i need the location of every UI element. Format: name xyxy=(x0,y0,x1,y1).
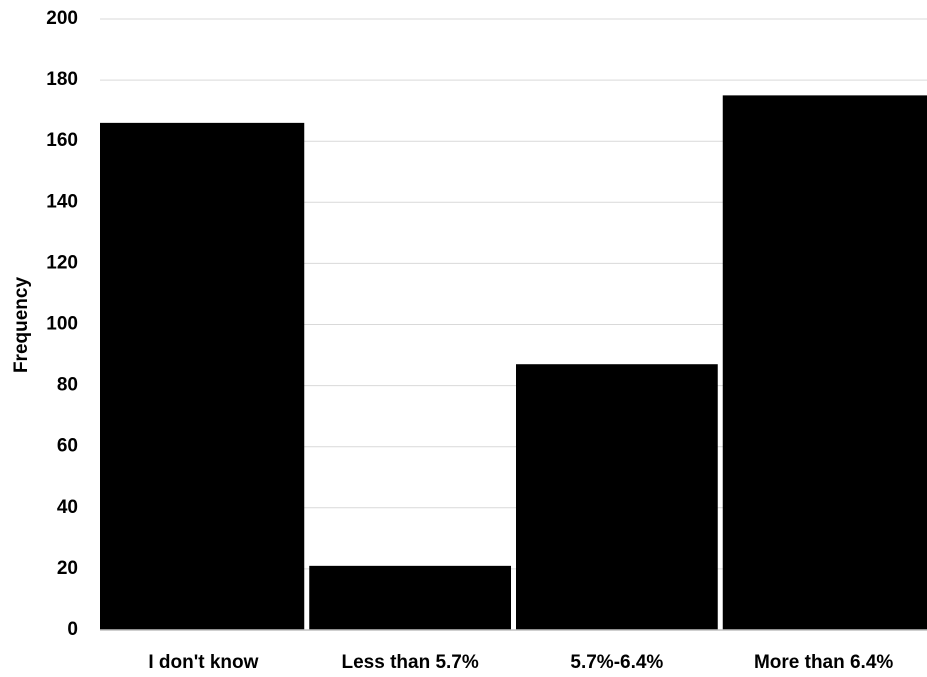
y-tick-label: 140 xyxy=(46,191,78,212)
bar xyxy=(516,364,718,630)
y-tick-label: 120 xyxy=(46,252,78,273)
y-tick-label: 20 xyxy=(57,558,78,579)
bar xyxy=(722,95,927,630)
bar xyxy=(309,565,511,630)
y-tick-label: 0 xyxy=(67,619,78,640)
x-axis-tick-labels: I don't know Less than 5.7% 5.7%-6.4% More … xyxy=(148,652,893,673)
bars xyxy=(100,95,927,631)
x-tick-label: More than 6.4% xyxy=(754,652,893,673)
y-tick-label: 200 xyxy=(46,8,78,29)
y-tick-label: 180 xyxy=(46,69,78,90)
y-tick-label: 80 xyxy=(57,375,78,396)
y-tick-label: 60 xyxy=(57,436,78,457)
y-tick-label: 100 xyxy=(46,314,78,335)
x-tick-label: Less than 5.7% xyxy=(341,652,478,673)
x-tick-label: I don't know xyxy=(148,652,258,673)
y-tick-label: 40 xyxy=(57,497,78,518)
y-axis-tick-labels: 0 20 40 60 80 100 120 140 160 180 200 xyxy=(46,8,78,640)
y-tick-label: 160 xyxy=(46,130,78,151)
bar xyxy=(100,122,305,631)
x-tick-label: 5.7%-6.4% xyxy=(570,652,663,673)
y-axis-title: Frequency xyxy=(11,277,32,374)
